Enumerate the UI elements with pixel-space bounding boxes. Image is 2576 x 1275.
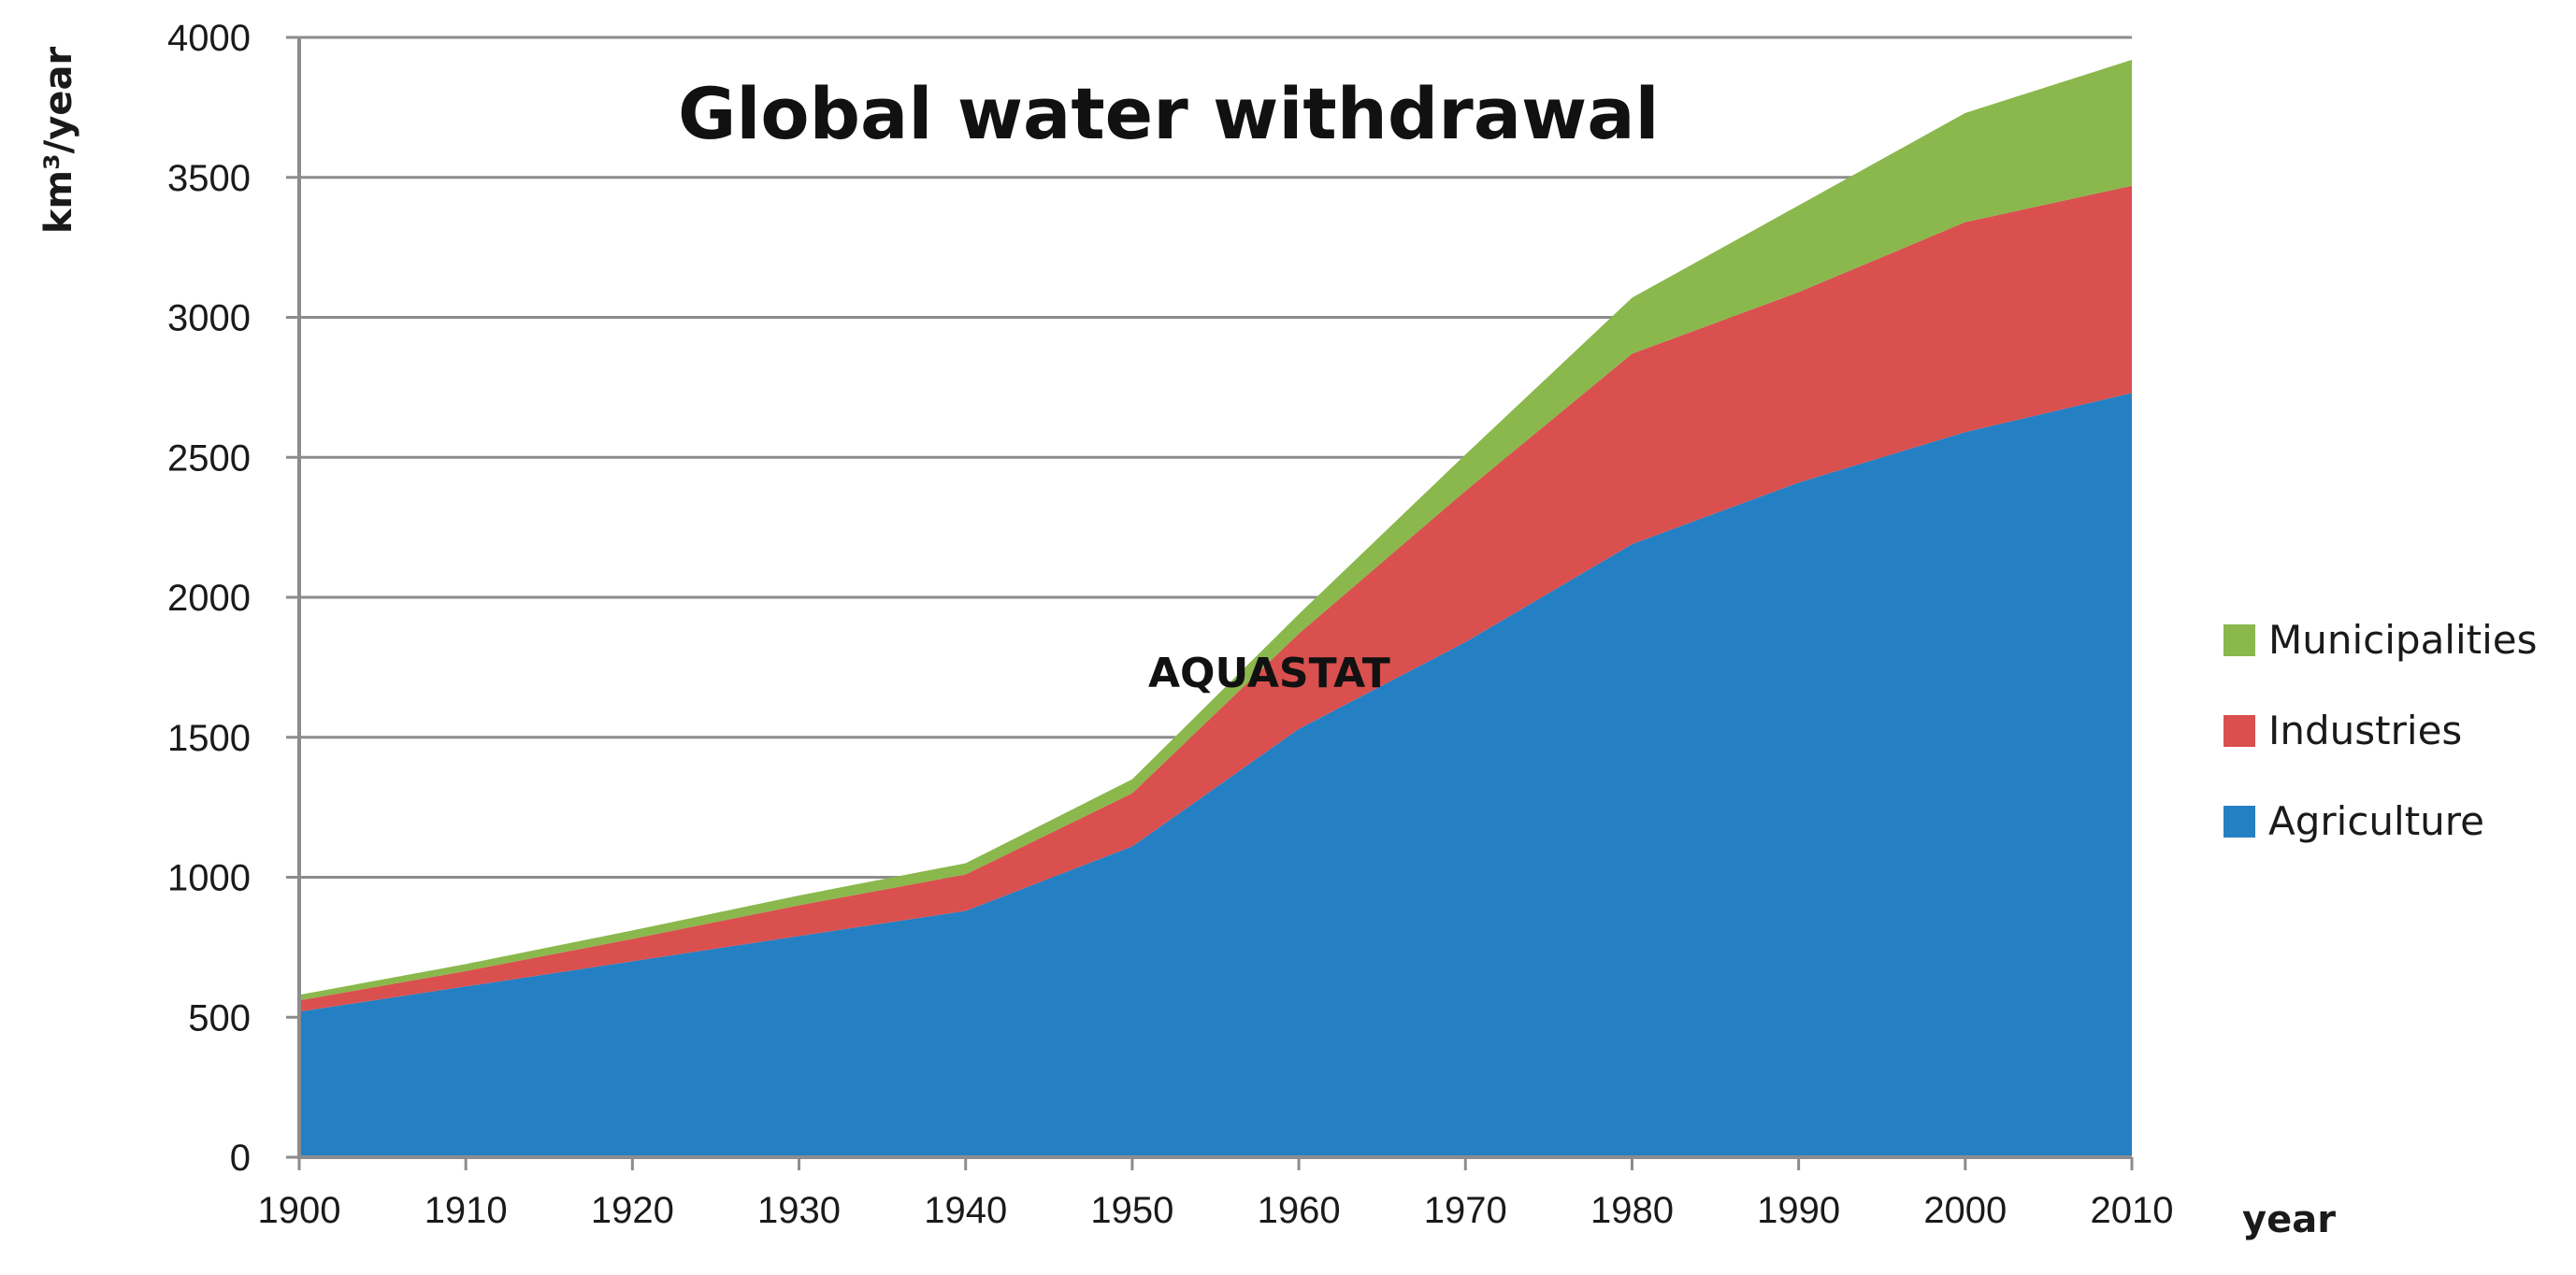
y-tick-label-3500: 3500 [167, 158, 251, 199]
legend-label-agriculture: Agriculture [2268, 798, 2484, 844]
x-axis-title: year [2242, 1198, 2336, 1241]
x-tick-label-1950: 1950 [1090, 1190, 1173, 1231]
area-municipalities [299, 59, 2132, 1001]
legend-swatch-agriculture [2223, 806, 2255, 838]
x-tick-label-1940: 1940 [924, 1190, 1007, 1231]
x-tick-label-2010: 2010 [2091, 1190, 2174, 1231]
legend-label-municipalities: Municipalities [2268, 617, 2538, 663]
x-tick-labels: 1900 1910 1920 1930 1940 1950 1960 1970 1980 1990… [258, 1190, 2174, 1231]
y-tick-label-1500: 1500 [167, 718, 251, 759]
x-tick-label-2000: 2000 [1923, 1190, 2007, 1231]
y-tick-label-2000: 2000 [167, 578, 251, 619]
legend-swatch-municipalities [2223, 624, 2255, 656]
y-tick-label-1000: 1000 [167, 858, 251, 899]
y-axis-title: km³/year [37, 47, 80, 235]
x-tick-label-1910: 1910 [425, 1190, 508, 1231]
x-tick-label-1980: 1980 [1590, 1190, 1674, 1231]
x-tick-label-1990: 1990 [1757, 1190, 1840, 1231]
y-tick-label-3000: 3000 [167, 298, 251, 339]
area-agriculture [299, 393, 2132, 1157]
x-tick-label-1900: 1900 [258, 1190, 341, 1231]
x-tick-label-1930: 1930 [757, 1190, 841, 1231]
area-industries [299, 185, 2132, 1012]
aquastat-annotation: AQUASTAT [1148, 650, 1390, 697]
y-tick-label-0: 0 [230, 1138, 251, 1179]
x-tick-label-1920: 1920 [591, 1190, 674, 1231]
x-tick-label-1960: 1960 [1258, 1190, 1341, 1231]
legend-swatch-industries [2223, 715, 2255, 747]
y-tick-label-2500: 2500 [167, 437, 251, 479]
y-tick-label-4000: 4000 [167, 18, 251, 59]
legend-label-industries: Industries [2268, 708, 2462, 753]
chart-title: Global water withdrawal [678, 72, 1660, 155]
y-tick-labels: 0 500 1000 1500 2000 2500 3000 3500 4000 [167, 18, 251, 1179]
x-tick-label-1970: 1970 [1424, 1190, 1507, 1231]
axes [286, 36, 2134, 1170]
legend: Municipalities Industries Agriculture [2223, 617, 2538, 844]
stacked-areas [299, 59, 2132, 1157]
y-tick-label-500: 500 [188, 997, 251, 1039]
